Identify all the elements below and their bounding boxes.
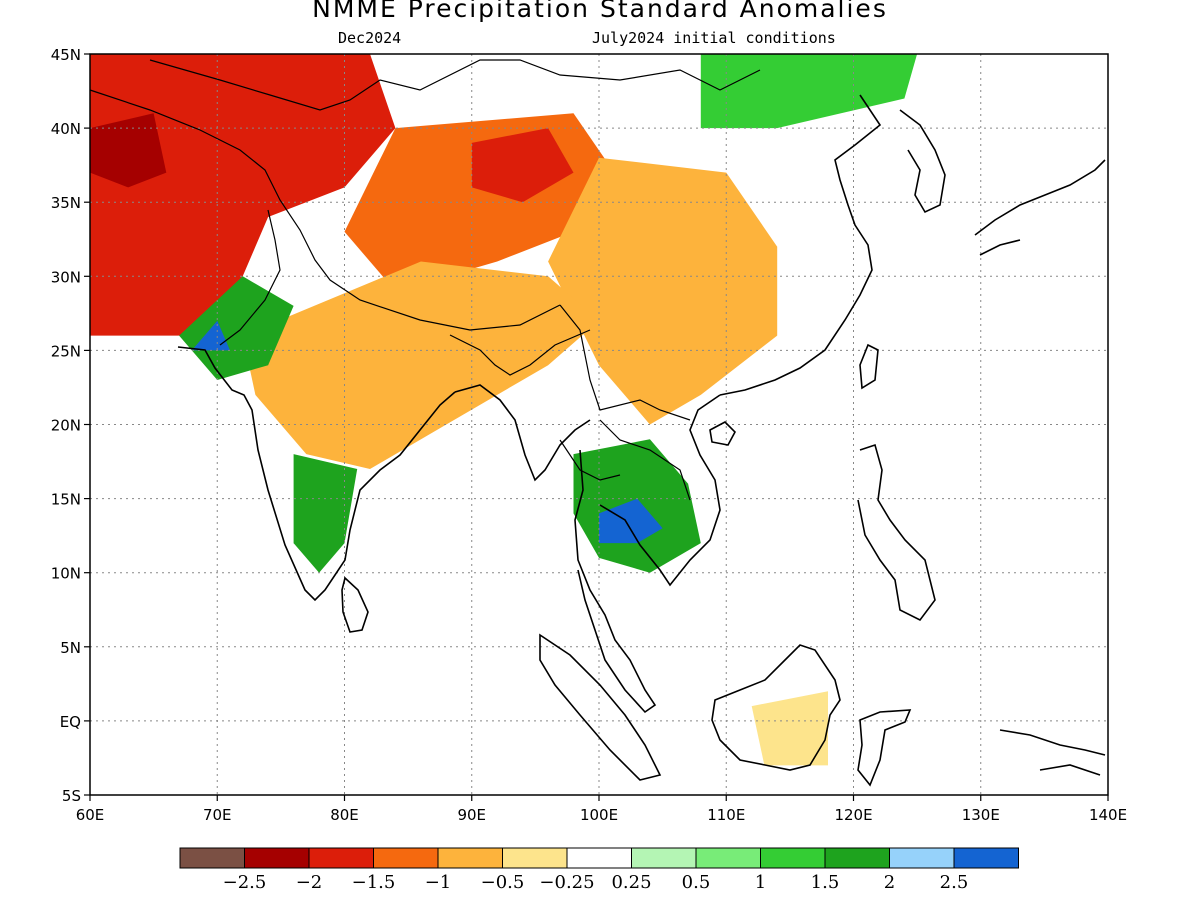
colorbar-swatch (953, 847, 1019, 869)
japan-coastline (974, 159, 1106, 256)
colorbar-swatch (760, 847, 826, 869)
colorbar-label: −1.5 (352, 872, 396, 893)
colorbar-swatch (502, 847, 568, 869)
colorbar-swatch (631, 847, 697, 869)
x-tick-label: 120E (834, 806, 872, 824)
taiwan-coastline (859, 343, 879, 390)
y-tick-label: 15N (51, 491, 81, 509)
colorbar-label: 0.5 (682, 872, 711, 893)
y-axis-labels: 45N 40N 35N 30N 25N 20N 15N 10N 5N EQ 5S (51, 46, 90, 805)
anomaly-region-gujarat-wet-core (191, 320, 230, 351)
colorbar-label: −1 (425, 872, 452, 893)
colorbar-label: 1.5 (811, 872, 840, 893)
x-tick-label: 140E (1089, 806, 1127, 824)
anomaly-region-central-asia-dry (90, 54, 396, 336)
india-coastline (177, 346, 456, 602)
y-tick-label: EQ (60, 713, 81, 731)
y-tick-label: 30N (51, 268, 81, 286)
anomaly-regions (90, 54, 918, 766)
colorbar-label: 2 (884, 872, 895, 893)
y-tick-label: 10N (51, 565, 81, 583)
colorbar-label: 0.25 (611, 872, 651, 893)
x-tick-label: 80E (330, 806, 359, 824)
new-guinea-coastline (999, 729, 1106, 776)
colorbar: −2.5 −2 −1.5 −1 −0.5 −0.25 0.25 0.5 1 1.5 2 2.5 (179, 847, 1019, 893)
x-tick-label: 90E (457, 806, 486, 824)
colorbar-label: 1 (755, 872, 766, 893)
graticule (90, 54, 1108, 795)
borneo-coastline (711, 644, 841, 771)
y-tick-label: 20N (51, 417, 81, 435)
anomaly-region-tibet-dry-core (471, 128, 574, 203)
philippines-coastline (857, 443, 936, 622)
hainan-coastline (709, 421, 736, 446)
anomaly-region-borneo-dry (751, 691, 828, 766)
initial-conditions: July2024 initial conditions (592, 29, 836, 47)
anomaly-region-northwest-dry-core (90, 113, 167, 188)
borders (89, 59, 761, 501)
x-axis-labels: 60E 70E 80E 90E 100E 110E 120E 130E 140E (76, 795, 1127, 824)
myanmar-coastline (454, 384, 591, 482)
colorbar-label: −0.5 (481, 872, 525, 893)
y-tick-label: 25N (51, 342, 81, 360)
colorbar-label: 2.5 (940, 872, 969, 893)
sulawesi-coastline (857, 709, 912, 787)
anomaly-region-india-dry (242, 261, 599, 469)
forecast-month: Dec2024 (338, 29, 402, 47)
y-tick-label: 40N (51, 120, 81, 138)
x-tick-label: 100E (580, 806, 618, 824)
anomaly-region-mongolia-wet (700, 54, 918, 129)
colorbar-swatch (244, 847, 310, 869)
anomaly-region-china-dry (548, 157, 778, 425)
y-tick-label: 5S (62, 787, 81, 805)
sri-lanka-coastline (341, 576, 369, 633)
colorbar-swatch (437, 847, 503, 869)
coastlines (89, 59, 1106, 787)
china-coastline (719, 94, 882, 396)
colorbar-label: −2 (296, 872, 323, 893)
malay-peninsula-coastline (574, 449, 657, 714)
colorbar-label: −2.5 (223, 872, 267, 893)
colorbar-swatch (179, 847, 245, 869)
x-tick-label: 110E (707, 806, 745, 824)
anomaly-region-indochina-wet-core (599, 498, 663, 544)
sumatra-coastline (539, 633, 662, 781)
colorbar-label: −0.25 (539, 872, 594, 893)
y-tick-label: 45N (51, 46, 81, 64)
colorbar-swatch (824, 847, 890, 869)
map-title: NMME Precipitation Standard Anomalies (312, 0, 888, 23)
korea-coastline (899, 109, 946, 214)
colorbar-swatch (566, 847, 632, 869)
x-tick-label: 130E (962, 806, 1000, 824)
y-tick-label: 5N (60, 639, 81, 657)
anomaly-region-south-india-wet (293, 454, 358, 573)
y-tick-label: 35N (51, 194, 81, 212)
colorbar-swatch (373, 847, 439, 869)
x-tick-label: 70E (203, 806, 232, 824)
indochina-coastline (599, 394, 721, 587)
colorbar-swatch (695, 847, 761, 869)
x-tick-label: 60E (76, 806, 105, 824)
colorbar-swatch (889, 847, 955, 869)
colorbar-swatch (308, 847, 374, 869)
